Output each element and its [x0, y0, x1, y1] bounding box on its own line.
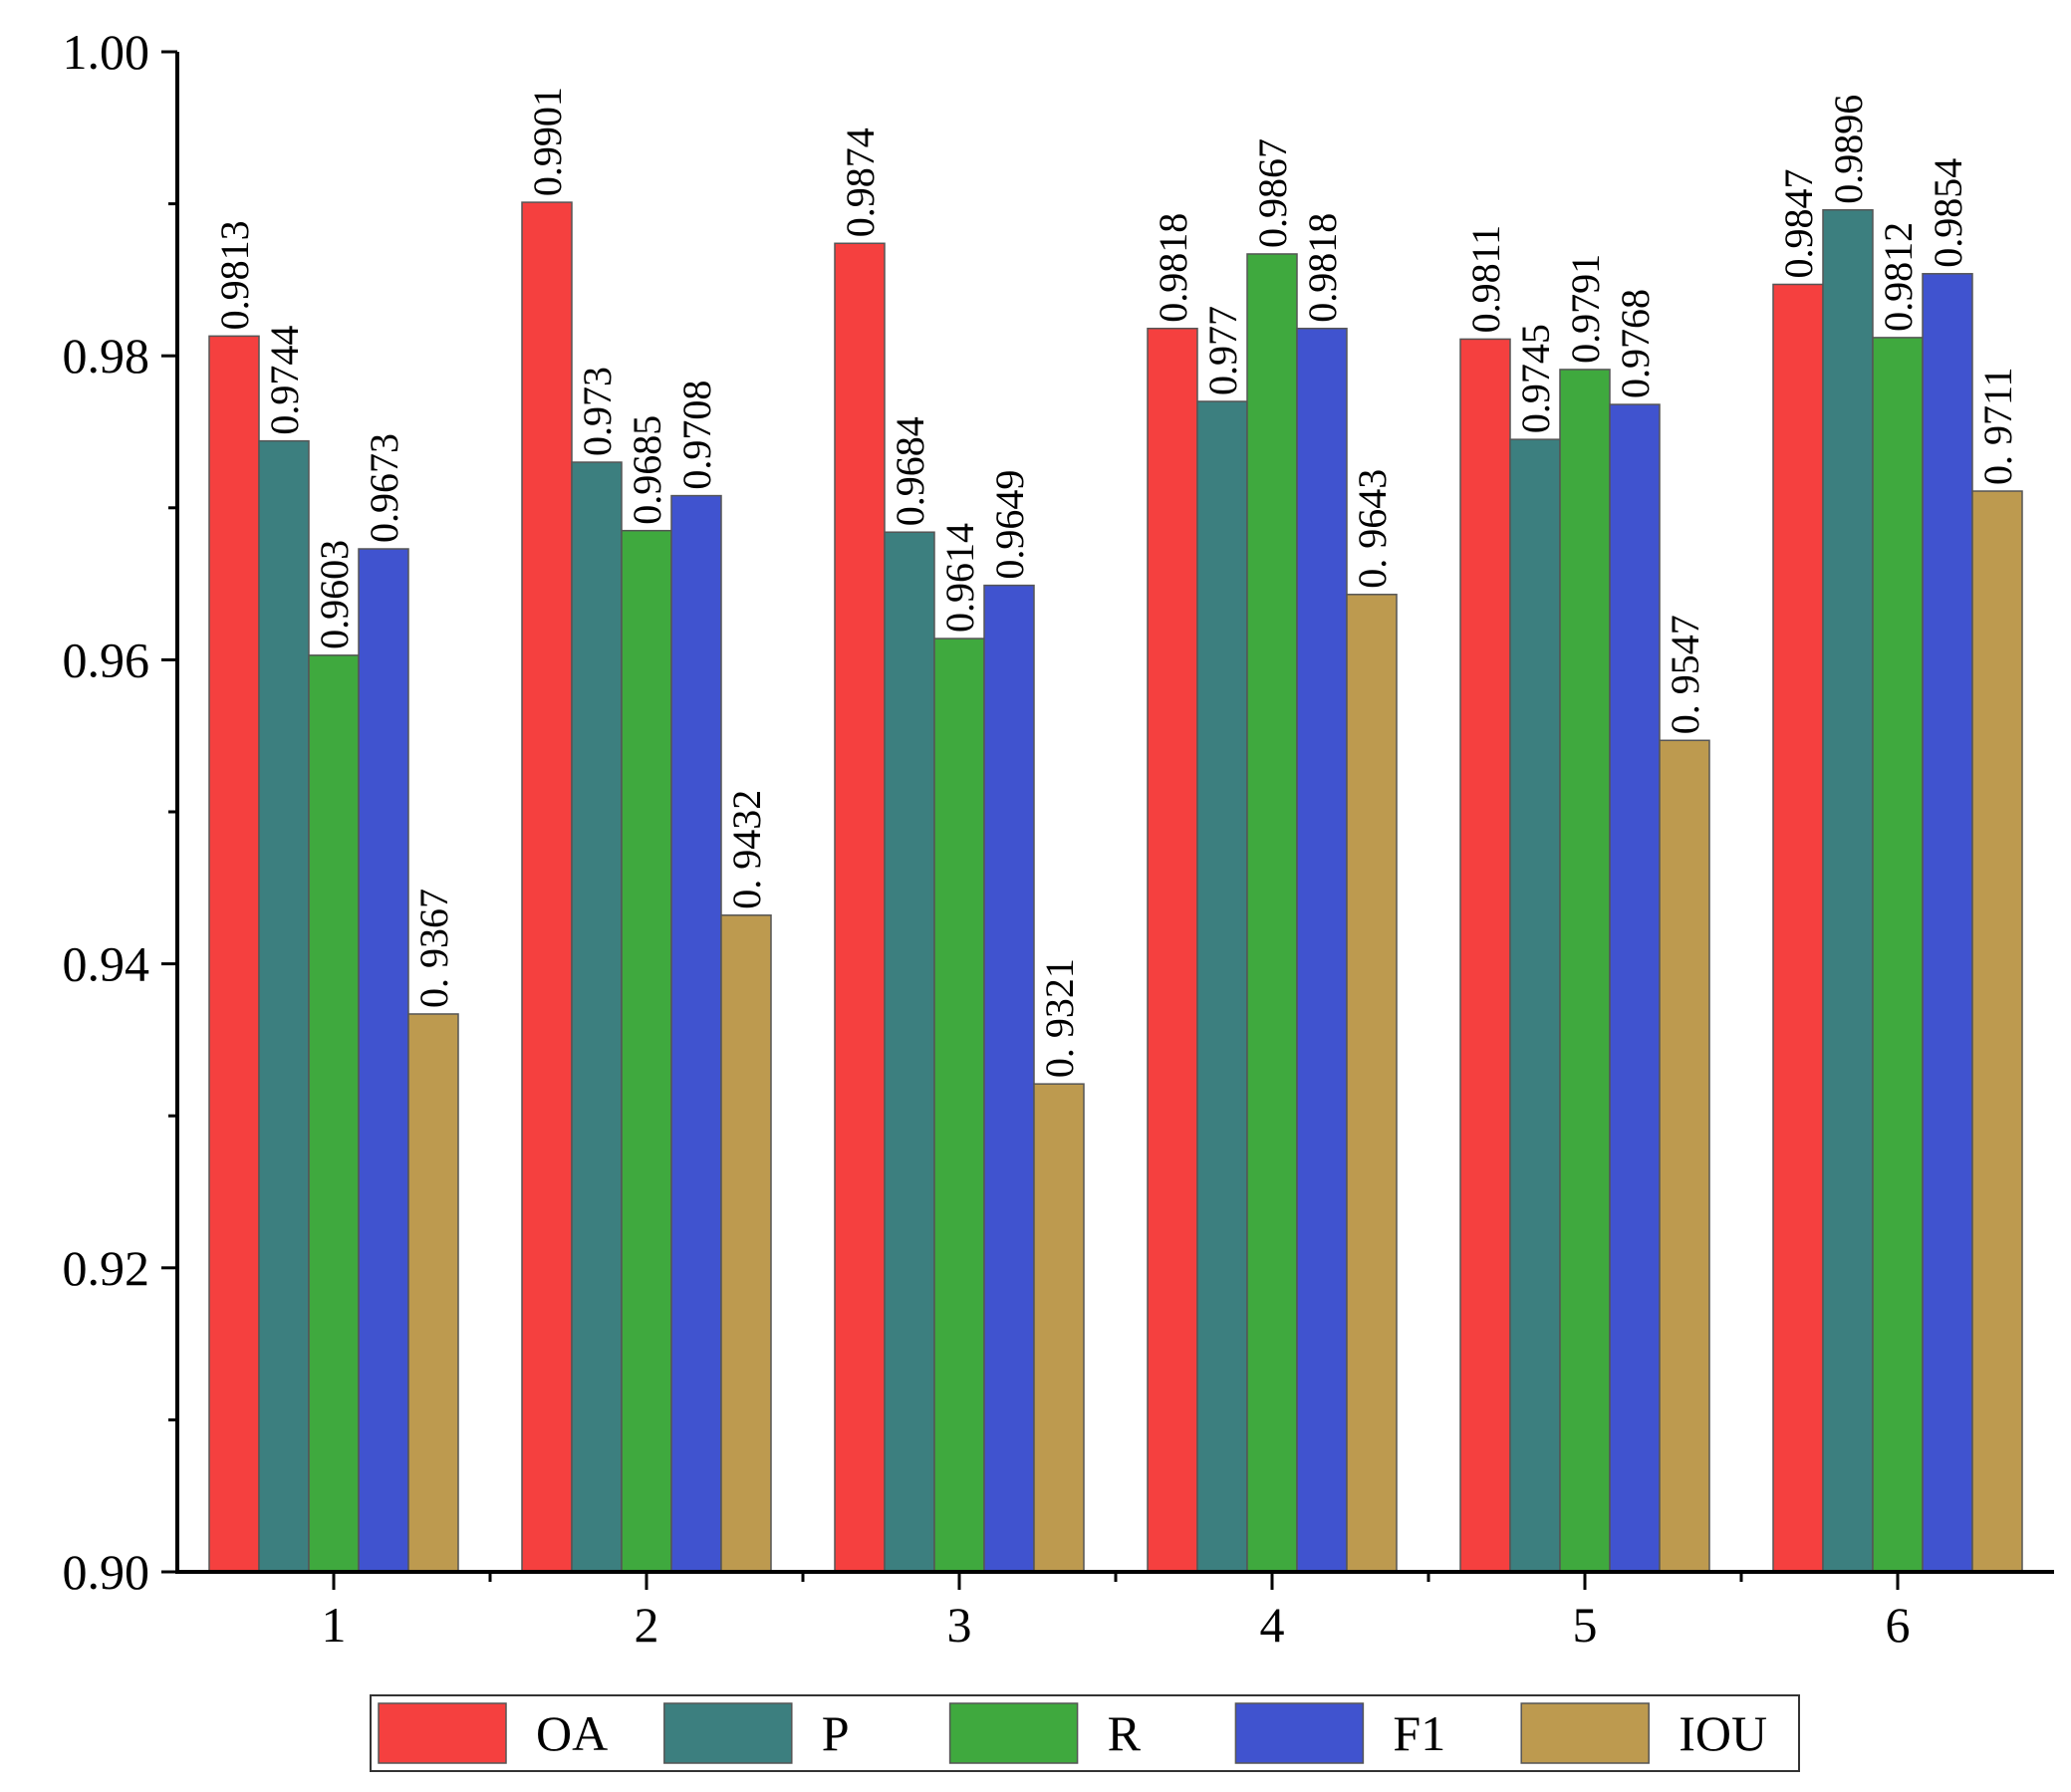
bar-oa-3: [834, 242, 886, 1573]
bar-r-1: [308, 654, 360, 1573]
bar-p-3: [884, 531, 935, 1573]
legend-label-iou: IOU: [1679, 1705, 1767, 1761]
x-tick-label: 1: [322, 1597, 347, 1653]
bar-oa-2: [521, 201, 573, 1573]
data-label-iou-6: 0. 9711: [1975, 367, 2020, 485]
y-tick-label: 0.92: [63, 1240, 150, 1296]
legend-label-r: R: [1108, 1705, 1142, 1761]
x-tick-label: 6: [1886, 1597, 1911, 1653]
data-label-iou-1: 0. 9367: [411, 889, 456, 1008]
y-tick-label: 0.96: [63, 632, 150, 687]
data-label-oa-4: 0.9818: [1151, 213, 1195, 323]
data-label-oa-1: 0.9813: [212, 220, 257, 330]
legend-swatch-r: [948, 1702, 1079, 1764]
data-label-r-2: 0.9685: [625, 415, 669, 525]
bar-r-4: [1246, 253, 1298, 1573]
x-tick-label: 3: [947, 1597, 972, 1653]
bars-layer: [208, 201, 2023, 1573]
bar-f1-1: [358, 548, 409, 1573]
bar-r-5: [1559, 369, 1611, 1573]
legend-label-p: P: [822, 1705, 850, 1761]
axes: 0.90 0.92 0.94 0.96 0.98 1.00 1 2 3 4 5 6: [63, 24, 2054, 1653]
bar-r-3: [933, 638, 985, 1573]
bar-oa-6: [1772, 283, 1824, 1573]
legend-swatch-oa: [378, 1702, 507, 1764]
data-label-iou-3: 0. 9321: [1037, 958, 1082, 1078]
bar-iou-1: [407, 1013, 459, 1573]
y-tick-label: 1.00: [63, 24, 150, 80]
legend-swatch-f1: [1234, 1702, 1365, 1764]
data-label-f1-1: 0.9673: [362, 433, 406, 543]
bar-p-6: [1822, 208, 1874, 1573]
bar-f1-6: [1922, 273, 1973, 1573]
data-label-p-1: 0.9744: [262, 326, 307, 435]
legend: OA P R F1 IOU: [370, 1694, 1800, 1772]
bar-iou-3: [1033, 1083, 1085, 1573]
data-label-r-6: 0.9812: [1876, 222, 1921, 332]
y-tick-label: 0.94: [63, 936, 150, 992]
data-label-r-4: 0.9867: [1250, 138, 1295, 248]
x-tick-label: 4: [1260, 1597, 1285, 1653]
bar-p-1: [258, 439, 310, 1573]
legend-swatch-p: [663, 1702, 793, 1764]
x-tick-label: 2: [635, 1597, 659, 1653]
data-label-f1-3: 0.9649: [987, 470, 1032, 580]
y-tick-label: 0.98: [63, 328, 150, 384]
data-label-f1-4: 0.9818: [1300, 213, 1345, 323]
data-label-p-3: 0.9684: [888, 416, 932, 526]
bar-oa-4: [1147, 327, 1198, 1573]
data-label-iou-4: 0. 9643: [1350, 469, 1395, 589]
bar-iou-2: [720, 914, 772, 1573]
bar-f1-3: [983, 584, 1035, 1573]
data-label-r-1: 0.9603: [312, 540, 357, 649]
y-tick-label: 0.90: [63, 1544, 150, 1600]
bar-f1-2: [670, 494, 722, 1573]
data-label-r-5: 0.9791: [1563, 254, 1608, 364]
bar-r-6: [1872, 337, 1924, 1573]
data-label-f1-6: 0.9854: [1926, 158, 1970, 268]
data-label-oa-2: 0.9901: [525, 87, 570, 196]
data-label-oa-3: 0.9874: [838, 128, 883, 237]
data-label-f1-5: 0.9768: [1613, 289, 1658, 398]
bar-p-4: [1196, 400, 1248, 1573]
bar-oa-1: [208, 335, 260, 1573]
bar-iou-4: [1346, 594, 1398, 1573]
data-label-p-5: 0.9745: [1513, 324, 1558, 433]
data-label-oa-5: 0.9811: [1463, 225, 1508, 334]
legend-label-oa: OA: [536, 1705, 608, 1761]
bar-f1-5: [1609, 403, 1661, 1573]
data-label-p-4: 0.977: [1200, 306, 1245, 395]
bar-r-2: [621, 529, 672, 1573]
bar-p-2: [571, 461, 623, 1573]
bar-p-5: [1509, 438, 1561, 1573]
legend-label-f1: F1: [1393, 1705, 1445, 1761]
data-label-iou-2: 0. 9432: [724, 790, 769, 909]
bar-oa-5: [1459, 338, 1511, 1573]
bar-f1-4: [1296, 327, 1348, 1573]
data-label-p-2: 0.973: [575, 367, 620, 456]
data-label-r-3: 0.9614: [937, 523, 982, 633]
bar-iou-6: [1971, 490, 2023, 1573]
bar-iou-5: [1659, 739, 1710, 1573]
data-label-oa-6: 0.9847: [1776, 168, 1821, 278]
data-label-f1-2: 0.9708: [674, 381, 719, 490]
legend-swatch-iou: [1520, 1702, 1650, 1764]
x-tick-label: 5: [1573, 1597, 1598, 1653]
data-label-iou-5: 0. 9547: [1663, 615, 1707, 734]
data-label-p-6: 0.9896: [1826, 95, 1871, 204]
